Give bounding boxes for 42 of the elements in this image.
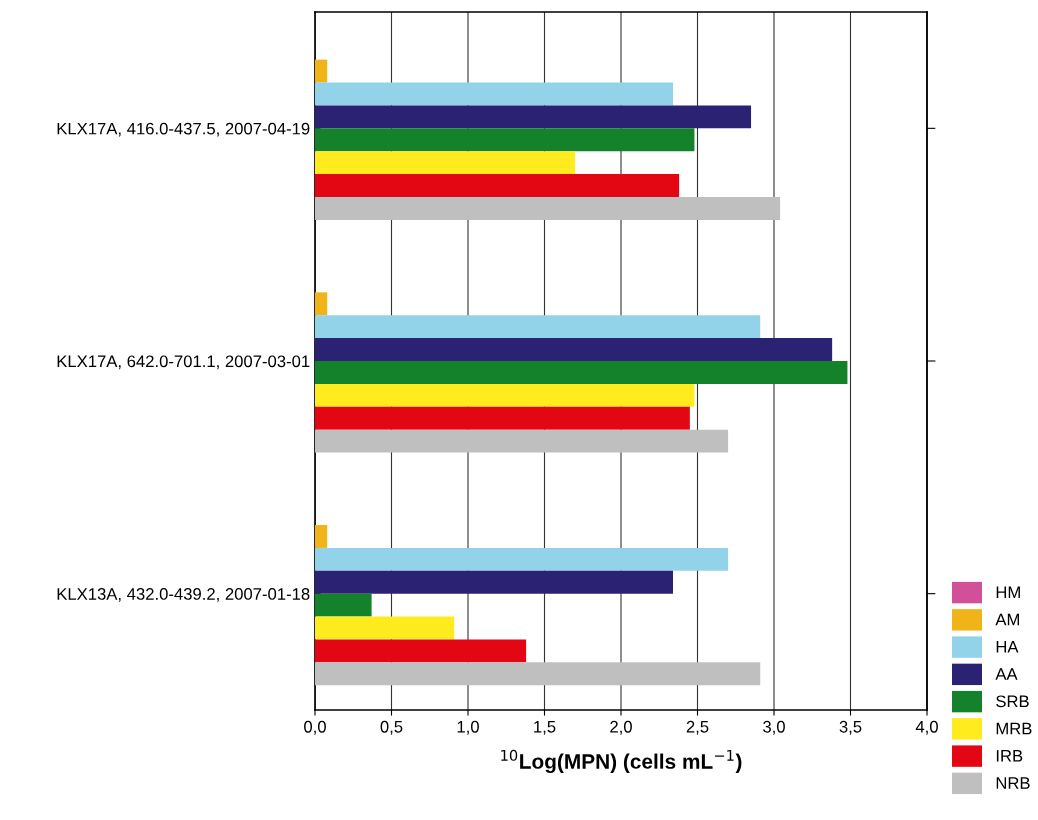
y-tick-label: KLX17A, 642.0-701.1, 2007-03-01 bbox=[57, 355, 310, 370]
y-tick-label: KLX17A, 416.0-437.5, 2007-04-19 bbox=[57, 122, 310, 137]
x-axis-title: $^{10}$Log(MPN) (cells mL$^{−1}$) bbox=[501, 749, 742, 774]
bar bbox=[315, 82, 674, 106]
legend-label: MRB bbox=[996, 722, 1032, 735]
bar bbox=[315, 151, 576, 175]
x-tick-label: 4,0 bbox=[915, 720, 938, 735]
bar bbox=[315, 406, 690, 430]
legend-label: HA bbox=[996, 641, 1019, 653]
bar bbox=[315, 662, 761, 686]
legend-label: IRB bbox=[996, 750, 1023, 762]
x-tick-label: 2,0 bbox=[610, 720, 632, 735]
bar bbox=[315, 174, 680, 197]
bar bbox=[315, 105, 752, 129]
bar bbox=[315, 197, 781, 220]
bar bbox=[315, 292, 328, 316]
bar bbox=[315, 593, 372, 617]
bar bbox=[315, 128, 695, 152]
bar bbox=[315, 338, 833, 361]
bar bbox=[315, 59, 328, 83]
x-tick-label: 3,0 bbox=[763, 720, 785, 735]
x-tick-label: 3,5 bbox=[839, 720, 862, 735]
y-tick-label: KLX13A, 432.0-439.2, 2007-01-18 bbox=[57, 588, 310, 602]
bar bbox=[315, 315, 761, 339]
bar bbox=[315, 570, 674, 594]
bar bbox=[315, 547, 729, 571]
bar bbox=[315, 525, 328, 548]
legend-label: AM bbox=[995, 613, 1019, 626]
x-tick-label: 0,5 bbox=[380, 720, 403, 735]
bar bbox=[315, 639, 527, 663]
legend-label: SRB bbox=[996, 695, 1029, 708]
x-tick-label: 2,5 bbox=[686, 720, 709, 735]
bar bbox=[315, 361, 848, 384]
bar bbox=[315, 616, 455, 640]
legend-label: HM bbox=[996, 586, 1020, 599]
bar bbox=[315, 429, 729, 453]
legend-label: AA bbox=[995, 668, 1018, 680]
bar bbox=[315, 383, 695, 407]
x-tick-label: 0,0 bbox=[304, 720, 326, 735]
legend-label: NRB bbox=[996, 777, 1030, 789]
x-tick-label: 1,0 bbox=[457, 720, 479, 735]
x-tick-label: 1,5 bbox=[534, 721, 556, 735]
